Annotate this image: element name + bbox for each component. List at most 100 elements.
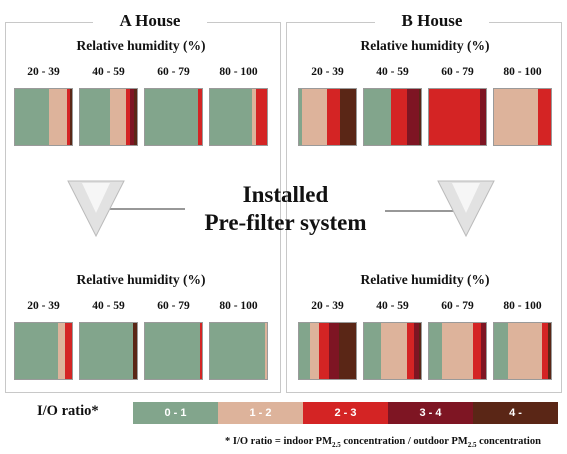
io-ratio-bar [144, 88, 203, 146]
rh-range-label: 60 - 79 [157, 300, 190, 312]
io-ratio-segment [429, 89, 481, 145]
io-ratio-segment [340, 89, 356, 145]
io-ratio-segment [381, 323, 407, 379]
io-ratio-segment [129, 89, 135, 145]
a-house-title: A House [93, 12, 207, 30]
io-ratio-segment [133, 323, 137, 379]
legend-item: 3 - 4 [388, 402, 473, 424]
io-ratio-segment [70, 89, 72, 145]
rh-range-label: 20 - 39 [311, 300, 344, 312]
b-house-title: B House [375, 12, 489, 30]
io-ratio-segment [65, 323, 72, 379]
io-ratio-bar [79, 88, 138, 146]
io-ratio-segment [80, 89, 110, 145]
center-title-line-1: Installed [242, 182, 329, 207]
io-ratio-segment [251, 89, 256, 145]
io-ratio-segment [299, 323, 311, 379]
legend-title: I/O ratio* [37, 403, 99, 419]
io-ratio-segment [210, 323, 265, 379]
io-ratio-bar [209, 322, 268, 380]
io-ratio-bar [493, 88, 552, 146]
io-ratio-segment [418, 89, 421, 145]
rh-range-label: 40 - 59 [376, 66, 409, 78]
io-ratio-bar [493, 322, 552, 380]
io-ratio-segment [538, 89, 551, 145]
io-ratio-bar [298, 322, 357, 380]
io-ratio-bar [428, 322, 487, 380]
io-ratio-segment [125, 89, 130, 145]
rh-range-label: 40 - 59 [376, 300, 409, 312]
io-ratio-segment [329, 323, 339, 379]
rh-title: Relative humidity (%) [360, 272, 490, 287]
io-ratio-segment [472, 323, 482, 379]
io-ratio-segment [542, 323, 549, 379]
io-ratio-bar [298, 88, 357, 146]
rh-range-label: 60 - 79 [157, 66, 190, 78]
io-ratio-segment [255, 89, 267, 145]
io-ratio-segment [429, 323, 442, 379]
io-ratio-segment [199, 323, 202, 379]
footnote: * I/O ratio = indoor PM2.5 concentration… [225, 436, 541, 450]
legend-item: 4 - [473, 402, 558, 424]
rh-range-label: 80 - 100 [503, 300, 542, 312]
legend-item: 1 - 2 [218, 402, 303, 424]
io-ratio-segment [210, 89, 252, 145]
io-ratio-segment [494, 89, 539, 145]
io-ratio-segment [391, 89, 408, 145]
io-ratio-segment [15, 323, 58, 379]
rh-title: Relative humidity (%) [76, 38, 206, 53]
io-ratio-segment [481, 323, 486, 379]
io-ratio-segment [198, 89, 202, 145]
rh-range-label: 40 - 59 [92, 300, 125, 312]
io-ratio-segment [327, 89, 341, 145]
io-ratio-segment [109, 89, 126, 145]
io-ratio-segment [299, 89, 302, 145]
legend-item: 0 - 1 [133, 402, 218, 424]
io-ratio-segment [406, 323, 415, 379]
io-ratio-segment [49, 89, 68, 145]
io-ratio-segment [364, 323, 382, 379]
rh-range-label: 80 - 100 [219, 66, 258, 78]
io-ratio-segment [318, 323, 330, 379]
io-ratio-segment [548, 323, 551, 379]
io-ratio-segment [441, 323, 473, 379]
io-ratio-segment [508, 323, 543, 379]
io-ratio-segment [57, 323, 66, 379]
io-ratio-bar [144, 322, 203, 380]
io-ratio-segment [338, 323, 356, 379]
right-down-arrow-inner [452, 183, 480, 213]
rh-range-label: 20 - 39 [311, 66, 344, 78]
io-ratio-bar [79, 322, 138, 380]
rh-range-label: 80 - 100 [503, 66, 542, 78]
rh-range-label: 20 - 39 [27, 66, 60, 78]
io-ratio-segment [407, 89, 419, 145]
io-ratio-segment [145, 89, 198, 145]
io-ratio-segment [80, 323, 133, 379]
rh-title: Relative humidity (%) [76, 272, 206, 287]
io-ratio-segment [480, 89, 486, 145]
io-ratio-bar [363, 322, 422, 380]
io-ratio-segment [494, 323, 509, 379]
rh-range-label: 80 - 100 [219, 300, 258, 312]
io-ratio-segment [414, 323, 419, 379]
io-ratio-bar [209, 88, 268, 146]
io-ratio-bar [363, 88, 422, 146]
rh-range-label: 60 - 79 [441, 66, 474, 78]
rh-range-label: 40 - 59 [92, 66, 125, 78]
io-ratio-segment [67, 89, 71, 145]
io-ratio-segment [310, 323, 319, 379]
io-ratio-segment [364, 89, 392, 145]
rh-range-label: 60 - 79 [441, 300, 474, 312]
legend-item: 2 - 3 [303, 402, 388, 424]
io-ratio-bar [428, 88, 487, 146]
io-ratio-segment [145, 323, 200, 379]
io-ratio-segment [264, 323, 267, 379]
rh-title: Relative humidity (%) [360, 38, 490, 53]
rh-range-label: 20 - 39 [27, 300, 60, 312]
center-title-line-2: Pre-filter system [204, 210, 367, 235]
io-ratio-bar [14, 88, 73, 146]
io-ratio-bar [14, 322, 73, 380]
io-ratio-segment [301, 89, 328, 145]
io-ratio-segment [134, 89, 137, 145]
